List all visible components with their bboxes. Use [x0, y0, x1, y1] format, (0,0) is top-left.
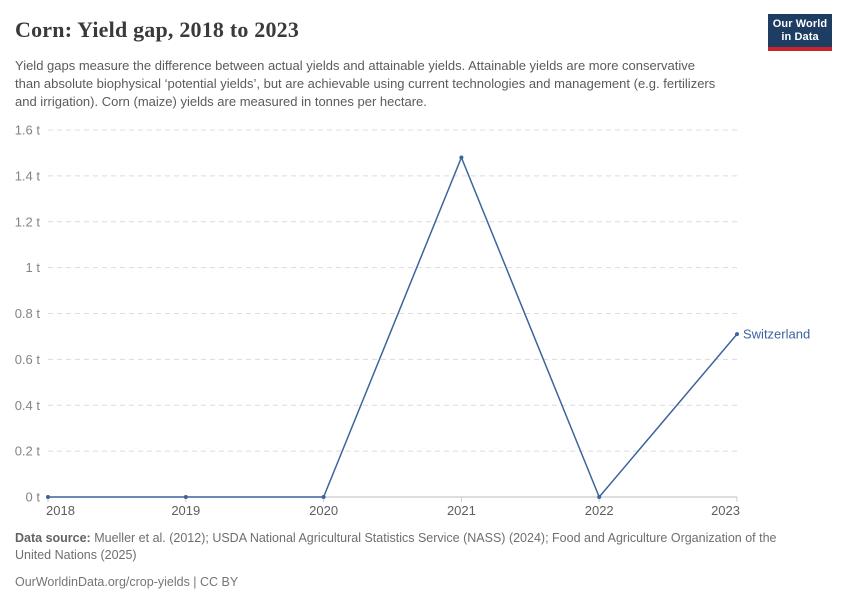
data-point-2019[interactable]: [183, 495, 188, 499]
chart-subtitle: Yield gaps measure the difference betwee…: [15, 58, 716, 109]
y-axis-tick-label: 0.6 t: [15, 352, 41, 367]
x-axis-tick-label: 2023: [711, 503, 740, 518]
y-axis-tick-label: 0 t: [26, 490, 41, 505]
series-label-switzerland[interactable]: Switzerland: [743, 327, 810, 342]
logo-line1: Our World: [772, 18, 828, 30]
footer-link[interactable]: OurWorldinData.org/crop-yields | CC BY: [15, 575, 239, 589]
data-source-line: Data source: Mueller et al. (2012); USDA…: [15, 530, 803, 564]
y-axis-tick-label: 1.6 t: [15, 123, 41, 138]
owid-logo[interactable]: Our World in Data: [768, 14, 832, 51]
x-axis-tick-label: 2021: [447, 503, 476, 518]
page-title: Corn: Yield gap, 2018 to 2023: [15, 17, 300, 42]
chart-footer: Data source: Mueller et al. (2012); USDA…: [15, 530, 815, 590]
x-axis-tick-label: 2019: [171, 503, 200, 518]
data-point-2022[interactable]: [597, 495, 602, 499]
y-axis-tick-label: 0.4 t: [15, 398, 41, 413]
y-axis-tick-label: 1.4 t: [15, 168, 41, 183]
chart-header: Corn: Yield gap, 2018 to 2023 Our World …: [0, 0, 850, 56]
y-axis-tick-label: 1.2 t: [15, 214, 41, 229]
series-line-switzerland[interactable]: [48, 156, 738, 498]
data-point-2020[interactable]: [321, 495, 326, 499]
y-axis-tick-label: 1 t: [26, 260, 41, 275]
data-source-text: Mueller et al. (2012); USDA National Agr…: [15, 531, 777, 562]
x-axis-tick-label: 2022: [585, 503, 614, 518]
x-axis-tick-label: 2020: [309, 503, 338, 518]
data-point-2023[interactable]: [735, 332, 739, 337]
x-axis-tick-label: 2018: [46, 503, 75, 518]
data-source-label: Data source:: [15, 531, 91, 545]
y-axis-tick-label: 0.8 t: [15, 306, 41, 321]
y-axis-tick-label: 0.2 t: [15, 444, 41, 459]
logo-line2: in Data: [781, 31, 819, 43]
data-point-2018[interactable]: [46, 495, 50, 499]
data-point-2021[interactable]: [459, 155, 464, 160]
